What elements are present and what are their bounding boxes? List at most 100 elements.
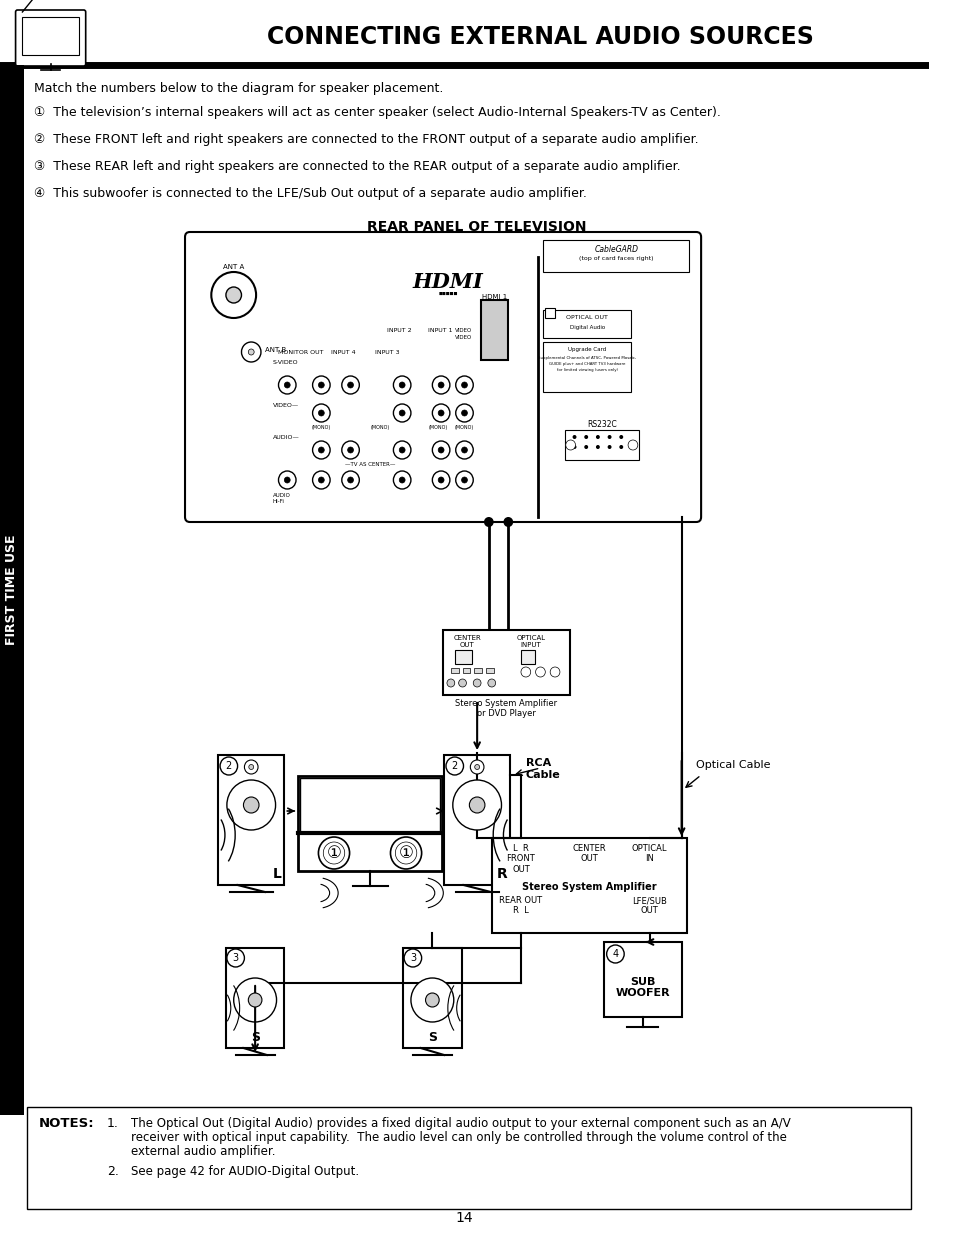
Circle shape [404, 948, 421, 967]
Circle shape [313, 441, 330, 459]
Circle shape [520, 667, 530, 677]
Text: REAR PANEL OF TELEVISION: REAR PANEL OF TELEVISION [367, 220, 586, 233]
Text: external audio amplifier.: external audio amplifier. [132, 1145, 275, 1158]
Bar [491, 839, 686, 932]
Circle shape [227, 781, 275, 830]
Circle shape [393, 441, 411, 459]
Text: 14: 14 [456, 1212, 473, 1225]
Circle shape [487, 679, 496, 687]
Circle shape [565, 440, 575, 450]
Circle shape [393, 404, 411, 422]
Text: GUIDE plus+ and CHART TV3 hardware: GUIDE plus+ and CHART TV3 hardware [548, 362, 625, 366]
Bar [0, 65, 25, 1115]
Text: MONITOR OUT: MONITOR OUT [277, 350, 323, 354]
Circle shape [318, 410, 324, 416]
Bar [442, 630, 569, 695]
Circle shape [393, 375, 411, 394]
Text: OPTICAL
INPUT: OPTICAL INPUT [516, 635, 545, 648]
Text: ANT A: ANT A [223, 264, 244, 270]
Text: 3: 3 [233, 953, 238, 963]
Circle shape [318, 382, 324, 388]
Text: See page 42 for AUDIO-Digital Output.: See page 42 for AUDIO-Digital Output. [132, 1165, 359, 1178]
Text: ANT B: ANT B [265, 347, 286, 353]
Circle shape [475, 764, 479, 769]
Text: 4: 4 [612, 948, 618, 960]
Circle shape [453, 781, 501, 830]
Circle shape [341, 441, 359, 459]
Circle shape [226, 287, 241, 303]
Circle shape [347, 447, 354, 453]
Circle shape [248, 350, 253, 354]
Circle shape [398, 447, 405, 453]
Circle shape [313, 375, 330, 394]
Circle shape [341, 471, 359, 489]
Text: —TV AS CENTER—: —TV AS CENTER— [344, 462, 395, 467]
Bar [480, 300, 508, 359]
Circle shape [618, 445, 622, 450]
Text: ①  The television’s internal speakers will act as center speaker (select Audio-I: ① The television’s internal speakers wil… [34, 106, 720, 119]
Text: (MONO): (MONO) [370, 425, 389, 430]
Circle shape [483, 517, 494, 527]
Circle shape [461, 410, 467, 416]
Text: HDMI 1: HDMI 1 [481, 294, 507, 300]
Circle shape [583, 435, 588, 438]
Text: NOTES:: NOTES: [39, 1116, 94, 1130]
Text: S: S [427, 1031, 436, 1044]
Text: L: L [273, 867, 281, 881]
Bar [543, 342, 630, 391]
Bar [299, 778, 439, 832]
Text: INPUT 1: INPUT 1 [428, 329, 452, 333]
Bar [564, 430, 639, 459]
Bar [543, 310, 630, 338]
Text: ②  These FRONT left and right speakers are connected to the FRONT output of a se: ② These FRONT left and right speakers ar… [34, 133, 698, 146]
Text: VIDEO: VIDEO [455, 335, 472, 340]
Circle shape [503, 517, 513, 527]
Text: AUDIO
Hi-Fi: AUDIO Hi-Fi [273, 493, 291, 504]
Text: (MONO): (MONO) [312, 425, 331, 430]
Text: for limited viewing (users only): for limited viewing (users only) [557, 368, 617, 372]
Text: OPTICAL OUT: OPTICAL OUT [566, 315, 607, 320]
Text: RCA
Cable: RCA Cable [525, 758, 560, 779]
Circle shape [398, 382, 405, 388]
Text: Upgrade Card: Upgrade Card [567, 347, 606, 352]
Circle shape [470, 760, 483, 774]
Circle shape [211, 272, 255, 317]
Circle shape [447, 679, 455, 687]
Circle shape [437, 382, 443, 388]
Circle shape [456, 471, 473, 489]
Bar [455, 650, 472, 664]
Circle shape [432, 404, 450, 422]
Text: VIDEO: VIDEO [455, 329, 472, 333]
Text: Optical Cable: Optical Cable [696, 760, 770, 769]
Circle shape [607, 435, 611, 438]
Circle shape [249, 764, 253, 769]
Circle shape [284, 477, 290, 483]
Text: INPUT 4: INPUT 4 [331, 350, 355, 354]
Text: Match the numbers below to the diagram for speaker placement.: Match the numbers below to the diagram f… [34, 82, 443, 95]
Text: S-VIDEO: S-VIDEO [273, 359, 298, 366]
Circle shape [606, 945, 623, 963]
Text: Supplemental Channels of ATSC, Powered Mosaic,: Supplemental Channels of ATSC, Powered M… [537, 356, 636, 359]
Circle shape [461, 382, 467, 388]
Circle shape [233, 978, 276, 1023]
Circle shape [461, 477, 467, 483]
Circle shape [398, 477, 405, 483]
Circle shape [437, 410, 443, 416]
Text: CENTER
OUT: CENTER OUT [572, 844, 605, 863]
Bar [451, 668, 458, 673]
Text: receiver with optical input capability.  The audio level can only be controlled : receiver with optical input capability. … [132, 1131, 786, 1144]
Circle shape [241, 342, 261, 362]
Circle shape [395, 842, 416, 864]
Bar [520, 650, 534, 664]
Bar [474, 668, 481, 673]
Text: VIDEO—: VIDEO— [273, 403, 298, 408]
Circle shape [318, 477, 324, 483]
Circle shape [318, 447, 324, 453]
Circle shape [572, 445, 576, 450]
Bar [218, 755, 284, 885]
Text: R: R [497, 867, 507, 881]
Circle shape [341, 375, 359, 394]
Circle shape [284, 382, 290, 388]
Text: HDMI: HDMI [412, 272, 483, 291]
Text: 2: 2 [226, 761, 232, 771]
